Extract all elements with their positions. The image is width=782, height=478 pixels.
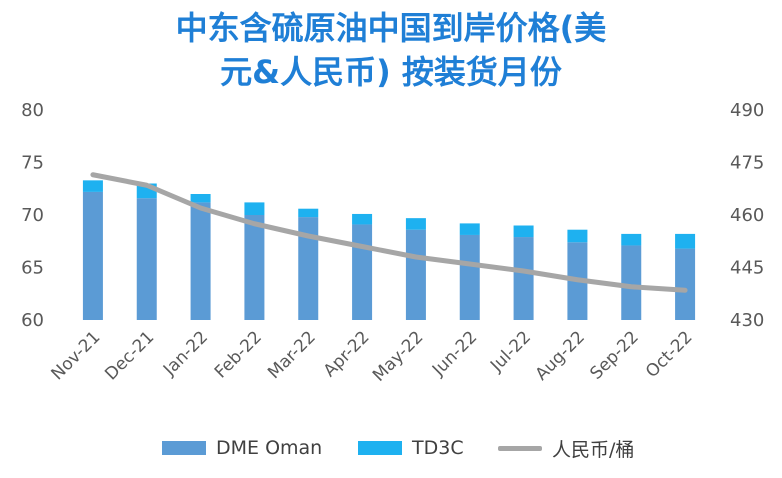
y-right-tick-label: 430 bbox=[730, 310, 764, 331]
x-tick-label: Jun-22 bbox=[428, 327, 481, 380]
bar-td3c bbox=[352, 213, 373, 225]
bar-dme-oman bbox=[621, 245, 642, 320]
bar-dme-oman bbox=[459, 234, 480, 320]
x-tick-label: Jan-22 bbox=[159, 327, 212, 380]
legend-item-dme-oman: DME Oman bbox=[162, 433, 322, 463]
x-tick-label: Aug-22 bbox=[532, 327, 589, 384]
legend-label-rmb: 人民币/桶 bbox=[552, 438, 635, 461]
y-right-tick-label: 445 bbox=[730, 258, 764, 279]
x-tick-label: Feb-22 bbox=[211, 327, 266, 382]
bar-dme-oman bbox=[244, 215, 265, 320]
bar-td3c bbox=[244, 202, 265, 215]
bar-dme-oman bbox=[513, 237, 534, 320]
chart-title-line-2: 元&人民币) 按装货月份 bbox=[220, 53, 562, 91]
x-tick-label: May-22 bbox=[369, 327, 427, 385]
bar-dme-oman bbox=[298, 217, 319, 320]
bar-dme-oman bbox=[136, 198, 157, 320]
y-right-tick-label: 475 bbox=[730, 153, 764, 174]
line-rmb-per-barrel bbox=[90, 172, 688, 293]
y-left-tick-label: 70 bbox=[21, 205, 44, 226]
x-tick-label: Jul-22 bbox=[486, 327, 535, 376]
x-tick-label: Mar-22 bbox=[264, 327, 320, 383]
y-left-tick-label: 80 bbox=[21, 100, 44, 121]
y-right-tick-label: 460 bbox=[730, 205, 764, 226]
bar-dme-oman bbox=[82, 191, 103, 320]
legend-item-rmb: 人民币/桶 bbox=[498, 433, 634, 463]
legend-swatch-rmb bbox=[498, 445, 542, 451]
x-tick-label: Nov-21 bbox=[48, 327, 105, 384]
bar-dme-oman bbox=[405, 229, 426, 320]
x-tick-label: Oct-22 bbox=[642, 327, 697, 382]
bar-td3c bbox=[675, 233, 696, 249]
bar-dme-oman bbox=[190, 202, 211, 320]
legend-swatch-td3c bbox=[358, 441, 402, 455]
bar-td3c bbox=[190, 194, 211, 203]
bar-td3c bbox=[298, 208, 319, 218]
y-left-tick-label: 65 bbox=[21, 258, 44, 279]
bar-td3c bbox=[459, 223, 480, 235]
legend: DME Oman TD3C 人民币/桶 bbox=[0, 433, 782, 463]
x-tick-label: Sep-22 bbox=[586, 327, 642, 383]
y-right-tick-label: 490 bbox=[730, 100, 764, 121]
bar-td3c bbox=[621, 233, 642, 246]
legend-item-td3c: TD3C bbox=[358, 433, 464, 463]
bar-dme-oman bbox=[675, 248, 696, 320]
bar-td3c bbox=[82, 180, 103, 192]
bar-td3c bbox=[567, 229, 588, 243]
legend-label-dme-oman: DME Oman bbox=[216, 437, 323, 459]
chart-title: 中东含硫原油中国到岸价格(美 元&人民币) 按装货月份 bbox=[0, 6, 782, 94]
chart-title-line-1: 中东含硫原油中国到岸价格(美 bbox=[175, 9, 607, 47]
legend-label-td3c: TD3C bbox=[412, 437, 464, 459]
x-tick-label: Apr-22 bbox=[320, 327, 374, 381]
bar-td3c bbox=[513, 225, 534, 238]
legend-swatch-dme-oman bbox=[162, 441, 206, 455]
bar-td3c bbox=[405, 218, 426, 230]
x-tick-label: Dec-21 bbox=[101, 327, 158, 384]
y-left-tick-label: 60 bbox=[21, 310, 44, 331]
bar-dme-oman bbox=[352, 224, 373, 320]
y-left-tick-label: 75 bbox=[21, 153, 44, 174]
